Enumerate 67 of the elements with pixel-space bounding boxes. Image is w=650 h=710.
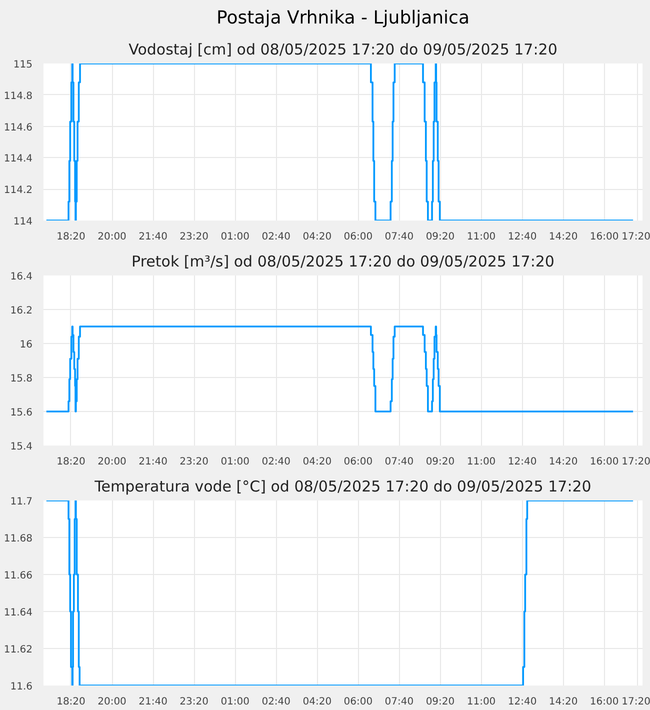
x-tick-label: 06:00 [344,232,373,242]
x-tick-label: 09:20 [426,456,455,468]
x-tick-label: 04:20 [302,696,332,708]
chart-subtitle: Vodostaj [cm] od 08/05/2025 17:20 do 09/05/2025 17:20 [128,40,558,58]
x-tick-label: 07:40 [384,232,414,242]
x-tick-label: 11:00 [466,232,496,242]
x-tick-label: 18:20 [56,232,86,242]
y-tick-label: 15.4 [10,442,32,452]
x-tick-label: 18:20 [56,696,86,708]
chart-title: Pretok [m³/s] od 08/05/2025 17:20 do 09/05/2025 17:20 [132,252,554,270]
x-tick-label: 23:20 [180,696,208,708]
x-tick-label: 23:20 [180,456,208,468]
x-tick-label: 16:00 [590,696,619,708]
x-tick-label: 17:20 [622,232,650,242]
x-tick-label: 02:40 [262,232,291,242]
chart-title: Temperatura vode [°C] od 08/05/2025 17:20 do 09/05/2025 17:20 [94,478,592,496]
y-tick-label: 114.4 [4,154,33,165]
y-tick-label: 16.2 [10,306,32,316]
x-tick-label: 04:20 [302,456,332,468]
x-tick-label: 12:40 [508,696,537,708]
x-tick-label: 12:40 [508,232,537,242]
x-tick-label: 16:00 [590,456,619,468]
y-tick-label: 11.6 [10,682,32,692]
y-tick-label: 11.68 [4,534,33,544]
y-tick-label: 114.6 [4,122,33,134]
x-tick-label: 06:00 [344,696,373,708]
x-tick-label: 06:00 [344,456,373,468]
y-tick-label: 114.8 [4,90,33,102]
y-tick-label: 11.62 [4,644,33,656]
x-tick-label: 04:20 [302,232,332,242]
x-tick-label: 11:00 [466,696,496,708]
x-tick-label: 14:20 [548,232,578,242]
x-tick-label: 01:00 [220,456,250,468]
y-tick-label: 16 [20,340,33,350]
x-tick-label: 11:00 [466,456,496,468]
x-tick-label: 20:00 [98,232,126,242]
y-tick-label: 114 [13,216,33,228]
y-tick-label: 115 [13,60,33,70]
x-tick-label: 02:40 [262,456,291,468]
x-tick-label: 01:00 [220,696,250,708]
x-tick-label: 14:20 [548,696,578,708]
x-tick-label: 09:20 [426,232,455,242]
x-tick-label: 21:40 [138,456,168,468]
y-tick-label: 15.6 [10,408,32,418]
x-tick-label: 17:20 [622,696,650,708]
y-tick-label: 114.2 [4,185,33,196]
x-tick-label: 07:40 [384,456,414,468]
x-tick-label: 18:20 [56,456,86,468]
chart-title: Postaja Vrhnika - Ljubljanica [216,8,470,28]
y-tick-label: 16.4 [10,272,32,282]
x-tick-label: 14:20 [548,456,578,468]
x-tick-label: 21:40 [138,232,168,242]
x-tick-label: 21:40 [138,696,168,708]
x-tick-label: 01:00 [220,232,250,242]
y-tick-label: 11.66 [4,570,33,582]
x-tick-label: 16:00 [590,232,619,242]
x-tick-label: 07:40 [384,696,414,708]
x-tick-label: 20:00 [98,456,126,468]
x-tick-label: 12:40 [508,456,537,468]
y-tick-label: 11.7 [10,496,32,508]
x-tick-label: 17:20 [622,456,650,468]
y-tick-label: 11.64 [4,608,33,618]
x-tick-label: 02:40 [262,696,291,708]
y-tick-label: 15.8 [10,374,32,384]
x-tick-label: 23:20 [180,232,208,242]
x-tick-label: 20:00 [98,696,126,708]
x-tick-label: 09:20 [426,696,455,708]
